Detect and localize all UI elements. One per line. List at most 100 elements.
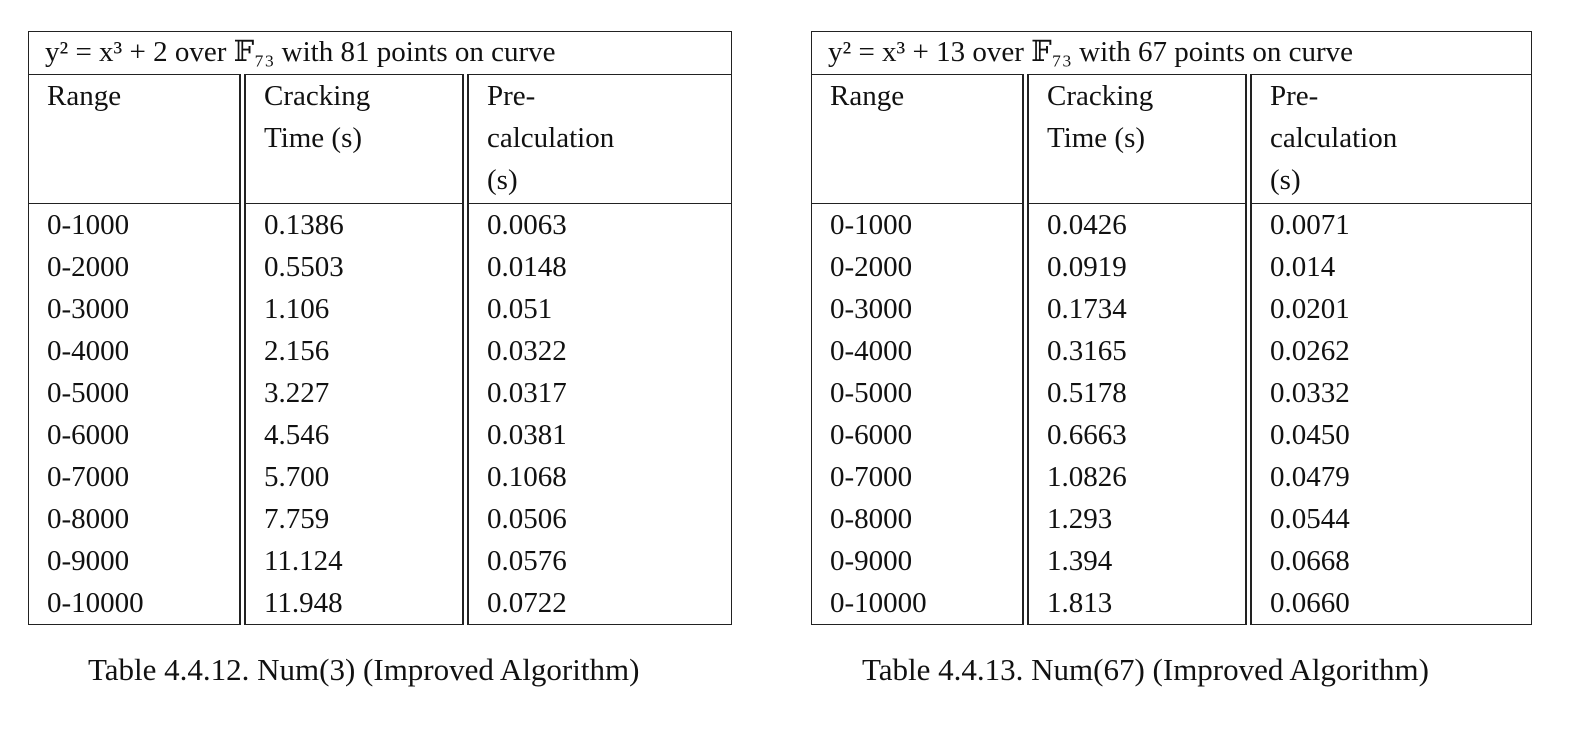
data-row: 0-3000 1.106 0.051 — [28, 288, 733, 330]
data-cell: 0.0450 — [1244, 414, 1533, 456]
data-row: 0-6000 4.546 0.0381 — [28, 414, 733, 456]
data-cell: 0-7000 — [811, 456, 1026, 498]
data-cell: 0.0722 — [461, 582, 733, 625]
data-cell: 11.124 — [239, 540, 466, 582]
data-cell: 0.1068 — [461, 456, 733, 498]
data-cell: 0.0660 — [1244, 582, 1533, 625]
data-cell: 7.759 — [239, 498, 466, 540]
data-cell: 0-3000 — [811, 288, 1026, 330]
data-cell: 0.0317 — [461, 372, 733, 414]
table-title: y² = x³ + 13 over 𝔽₇₃ with 67 points on … — [810, 31, 1533, 75]
data-cell: 1.394 — [1022, 540, 1249, 582]
table-caption: Table 4.4.12. Num(3) (Improved Algorithm… — [88, 652, 640, 687]
data-cell: 0.0071 — [1244, 203, 1533, 246]
data-cell: 0-9000 — [28, 540, 243, 582]
header-cell: Cracking Time (s) — [239, 74, 466, 204]
table-caption: Table 4.4.13. Num(67) (Improved Algorith… — [862, 652, 1429, 687]
data-cell: 0-4000 — [28, 330, 243, 372]
table-block: y² = x³ + 13 over 𝔽₇₃ with 67 points on … — [810, 31, 1533, 625]
data-row: 0-2000 0.5503 0.0148 — [28, 246, 733, 288]
data-cell: 0-9000 — [811, 540, 1026, 582]
data-table: y² = x³ + 2 over 𝔽₇₃ with 81 points on c… — [27, 31, 733, 625]
data-row: 0-7000 1.0826 0.0479 — [811, 456, 1533, 498]
data-cell: 1.813 — [1022, 582, 1249, 625]
table-body: 0-1000 0.1386 0.0063 0-2000 0.5503 0.0148 0-30… — [28, 203, 733, 625]
title-row: y² = x³ + 2 over 𝔽₇₃ with 81 points on c… — [27, 31, 733, 75]
data-cell: 0.0262 — [1244, 330, 1533, 372]
data-cell: 0.5503 — [239, 246, 466, 288]
data-cell: 0.0668 — [1244, 540, 1533, 582]
data-cell: 0.0544 — [1244, 498, 1533, 540]
data-row: 0-3000 0.1734 0.0201 — [811, 288, 1533, 330]
data-cell: 0.1386 — [239, 203, 466, 246]
data-cell: 1.0826 — [1022, 456, 1249, 498]
data-row: 0-2000 0.0919 0.014 — [811, 246, 1533, 288]
table-body: 0-1000 0.0426 0.0071 0-2000 0.0919 0.014 0-300… — [811, 203, 1533, 625]
data-row: 0-1000 0.0426 0.0071 — [811, 203, 1533, 246]
data-row: 0-5000 0.5178 0.0332 — [811, 372, 1533, 414]
data-row: 0-4000 2.156 0.0322 — [28, 330, 733, 372]
data-cell: 11.948 — [239, 582, 466, 625]
data-cell: 0-8000 — [28, 498, 243, 540]
data-cell: 0.0506 — [461, 498, 733, 540]
data-cell: 0-6000 — [28, 414, 243, 456]
data-cell: 0.0322 — [461, 330, 733, 372]
data-row: 0-9000 11.124 0.0576 — [28, 540, 733, 582]
data-cell: 0.0148 — [461, 246, 733, 288]
data-row: 0-7000 5.700 0.1068 — [28, 456, 733, 498]
data-cell: 0.1734 — [1022, 288, 1249, 330]
data-cell: 5.700 — [239, 456, 466, 498]
data-cell: 0.0063 — [461, 203, 733, 246]
data-cell: 3.227 — [239, 372, 466, 414]
data-row: 0-10000 11.948 0.0722 — [28, 582, 733, 625]
table-head: y² = x³ + 2 over 𝔽₇₃ with 81 points on c… — [27, 31, 733, 204]
data-cell: 0.6663 — [1022, 414, 1249, 456]
data-cell: 0-10000 — [28, 582, 243, 625]
table-block: y² = x³ + 2 over 𝔽₇₃ with 81 points on c… — [27, 31, 733, 625]
data-cell: 0.0919 — [1022, 246, 1249, 288]
data-cell: 0.014 — [1244, 246, 1533, 288]
data-cell: 0-5000 — [28, 372, 243, 414]
data-table: y² = x³ + 13 over 𝔽₇₃ with 67 points on … — [810, 31, 1533, 625]
data-row: 0-4000 0.3165 0.0262 — [811, 330, 1533, 372]
data-cell: 4.546 — [239, 414, 466, 456]
header-cell: Pre- calculation (s) — [1244, 74, 1533, 204]
data-cell: 1.293 — [1022, 498, 1249, 540]
data-cell: 0-1000 — [811, 203, 1026, 246]
data-cell: 0-4000 — [811, 330, 1026, 372]
data-cell: 0-7000 — [28, 456, 243, 498]
data-cell: 0-1000 — [28, 203, 243, 246]
data-cell: 0.0381 — [461, 414, 733, 456]
data-row: 0-6000 0.6663 0.0450 — [811, 414, 1533, 456]
data-cell: 0-2000 — [28, 246, 243, 288]
data-cell: 1.106 — [239, 288, 466, 330]
header-cell: Range — [28, 74, 243, 204]
table-head: y² = x³ + 13 over 𝔽₇₃ with 67 points on … — [810, 31, 1533, 204]
header-cell: Cracking Time (s) — [1022, 74, 1249, 204]
data-cell: 0-8000 — [811, 498, 1026, 540]
header-cell: Pre- calculation (s) — [461, 74, 733, 204]
header-row: Range Cracking Time (s) Pre- calculation (… — [811, 74, 1533, 204]
data-cell: 0.0479 — [1244, 456, 1533, 498]
data-row: 0-8000 1.293 0.0544 — [811, 498, 1533, 540]
data-cell: 0.0576 — [461, 540, 733, 582]
data-cell: 0.3165 — [1022, 330, 1249, 372]
data-row: 0-1000 0.1386 0.0063 — [28, 203, 733, 246]
data-cell: 0.051 — [461, 288, 733, 330]
data-cell: 0.0332 — [1244, 372, 1533, 414]
data-cell: 0.5178 — [1022, 372, 1249, 414]
data-row: 0-10000 1.813 0.0660 — [811, 582, 1533, 625]
data-cell: 0-6000 — [811, 414, 1026, 456]
data-cell: 0-5000 — [811, 372, 1026, 414]
title-row: y² = x³ + 13 over 𝔽₇₃ with 67 points on … — [810, 31, 1533, 75]
data-row: 0-9000 1.394 0.0668 — [811, 540, 1533, 582]
table-title: y² = x³ + 2 over 𝔽₇₃ with 81 points on c… — [27, 31, 733, 75]
data-cell: 0-2000 — [811, 246, 1026, 288]
data-cell: 0-10000 — [811, 582, 1026, 625]
header-cell: Range — [811, 74, 1026, 204]
data-cell: 2.156 — [239, 330, 466, 372]
header-row: Range Cracking Time (s) Pre- calculation (… — [28, 74, 733, 204]
data-row: 0-8000 7.759 0.0506 — [28, 498, 733, 540]
data-cell: 0.0426 — [1022, 203, 1249, 246]
